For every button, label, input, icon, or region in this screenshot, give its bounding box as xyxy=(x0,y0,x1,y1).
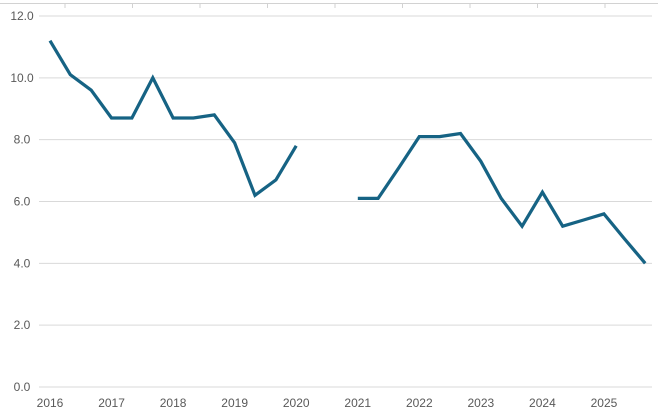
y-axis-tick-label: 6.0 xyxy=(14,194,31,208)
x-axis-tick-label: 2022 xyxy=(406,396,433,410)
y-axis-tick-label: 10.0 xyxy=(10,71,34,85)
y-axis-tick-label: 0.0 xyxy=(14,380,31,394)
data-line-segment xyxy=(48,39,298,198)
x-axis-tick-label: 2020 xyxy=(283,396,310,410)
x-axis-tick-label: 2017 xyxy=(98,396,125,410)
y-axis-tick-label: 4.0 xyxy=(14,256,31,270)
y-axis-tick-label: 12.0 xyxy=(10,9,34,23)
y-axis-tick-label: 2.0 xyxy=(14,318,31,332)
x-axis-tick-label: 2016 xyxy=(37,396,64,410)
x-axis-tick-label: 2023 xyxy=(467,396,494,410)
x-axis-tick-label: 2018 xyxy=(160,396,187,410)
data-line-segment xyxy=(357,131,647,265)
y-axis-tick-label: 8.0 xyxy=(14,133,31,147)
x-axis-tick-label: 2025 xyxy=(591,396,618,410)
x-axis-tick-label: 2021 xyxy=(344,396,371,410)
x-axis-tick-label: 2019 xyxy=(221,396,248,410)
x-axis-tick-label: 2024 xyxy=(529,396,556,410)
